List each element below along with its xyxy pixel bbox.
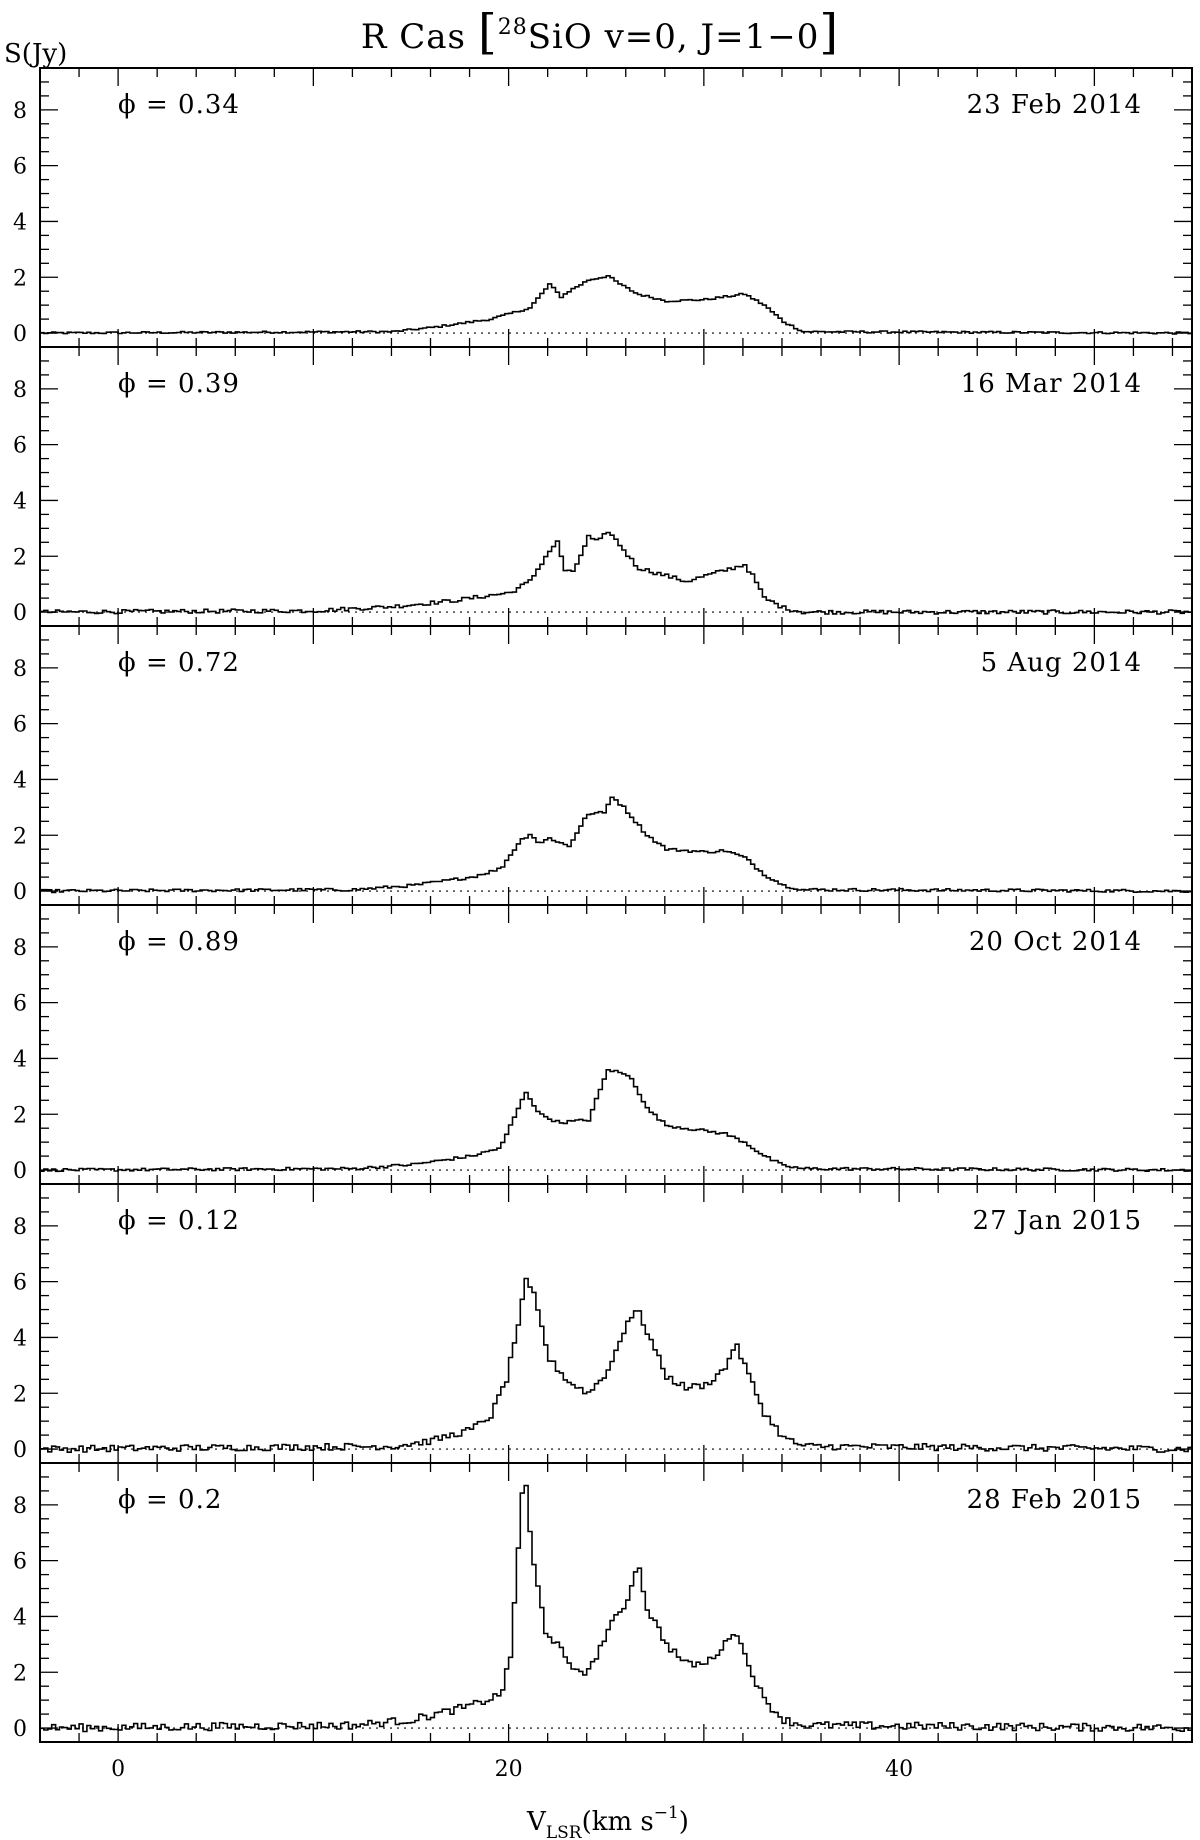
- x-tick-label: 40: [885, 1757, 913, 1782]
- spectrum-panel: 0 2 4 6 8 ϕ = 0.12 27 Jan 2015: [13, 1183, 1193, 1464]
- spectrum-line: [40, 531, 1193, 615]
- phase-label: ϕ = 0.34: [118, 90, 240, 120]
- spectrum-line: [40, 796, 1193, 894]
- y-tick-label: 4: [13, 489, 27, 514]
- y-tick-label: 2: [13, 1103, 27, 1128]
- y-tick-label: 8: [13, 657, 27, 682]
- y-tick-label: 0: [13, 322, 27, 347]
- y-tick-label: 4: [13, 1326, 27, 1351]
- spectrum-line: [40, 1277, 1193, 1453]
- y-tick-label: 0: [13, 601, 27, 626]
- y-tick-label: 8: [13, 378, 27, 403]
- date-label: 28 Feb 2015: [967, 1485, 1142, 1515]
- y-tick-label: 8: [13, 99, 27, 124]
- y-tick-label: 4: [13, 768, 27, 793]
- y-tick-label: 2: [13, 545, 27, 570]
- y-tick-label: 8: [13, 1215, 27, 1240]
- date-label: 20 Oct 2014: [969, 927, 1142, 957]
- phase-label: ϕ = 0.2: [118, 1485, 222, 1515]
- phase-label: ϕ = 0.89: [118, 927, 240, 957]
- y-tick-label: 6: [13, 1550, 27, 1575]
- spectrum-panel: 0 2 4 6 8 ϕ = 0.2 28 Feb 2015: [13, 1462, 1193, 1743]
- y-tick-label: 8: [13, 936, 27, 961]
- date-label: 16 Mar 2014: [961, 369, 1142, 399]
- date-label: 5 Aug 2014: [981, 648, 1142, 678]
- spectrum-line: [40, 275, 1192, 335]
- spectrum-panel: 0 2 4 6 8 ϕ = 0.72 5 Aug 2014: [13, 625, 1193, 906]
- y-tick-label: 2: [13, 824, 27, 849]
- phase-label: ϕ = 0.12: [118, 1206, 240, 1236]
- x-axis-label: VLSR(km s−1): [526, 1803, 689, 1840]
- y-tick-label: 0: [13, 880, 27, 905]
- spectrum-panel: 0 2 4 6 8 ϕ = 0.89 20 Oct 2014: [13, 904, 1193, 1185]
- y-tick-label: 6: [13, 713, 27, 738]
- panels-group: 0 2 4 6 8 ϕ = 0.34 23 Feb 2014 0 2 4 6 8 ϕ = 0.39 16 …: [13, 67, 1193, 1782]
- y-tick-label: 8: [13, 1494, 27, 1519]
- date-label: 27 Jan 2015: [973, 1206, 1142, 1236]
- y-tick-label: 6: [13, 434, 27, 459]
- spectrum-panel: 0 2 4 6 8 ϕ = 0.39 16 Mar 2014: [13, 346, 1193, 627]
- phase-label: ϕ = 0.72: [118, 648, 240, 678]
- y-tick-label: 0: [13, 1438, 27, 1463]
- y-tick-label: 4: [13, 1047, 27, 1072]
- x-tick-label: 20: [495, 1757, 523, 1782]
- phase-label: ϕ = 0.39: [118, 369, 240, 399]
- y-tick-label: 4: [13, 210, 27, 235]
- date-label: 23 Feb 2014: [967, 90, 1142, 120]
- y-tick-label: 2: [13, 266, 27, 291]
- y-tick-label: 0: [13, 1717, 27, 1742]
- y-tick-label: 6: [13, 992, 27, 1017]
- spectrum-line: [40, 1484, 1193, 1733]
- y-tick-label: 4: [13, 1605, 27, 1630]
- x-tick-label: 0: [111, 1757, 125, 1782]
- y-tick-label: 0: [13, 1159, 27, 1184]
- spectrum-line: [40, 1069, 1193, 1173]
- y-tick-label: 2: [13, 1382, 27, 1407]
- y-axis-label: S(Jy): [4, 39, 67, 69]
- y-tick-label: 2: [13, 1661, 27, 1686]
- spectrum-panel: 0 2 4 6 8 ϕ = 0.34 23 Feb 2014: [13, 67, 1193, 348]
- y-tick-label: 6: [13, 1271, 27, 1296]
- y-tick-label: 6: [13, 155, 27, 180]
- chart-title: R Cas [28SiO v=0, J=1−0]: [361, 4, 839, 60]
